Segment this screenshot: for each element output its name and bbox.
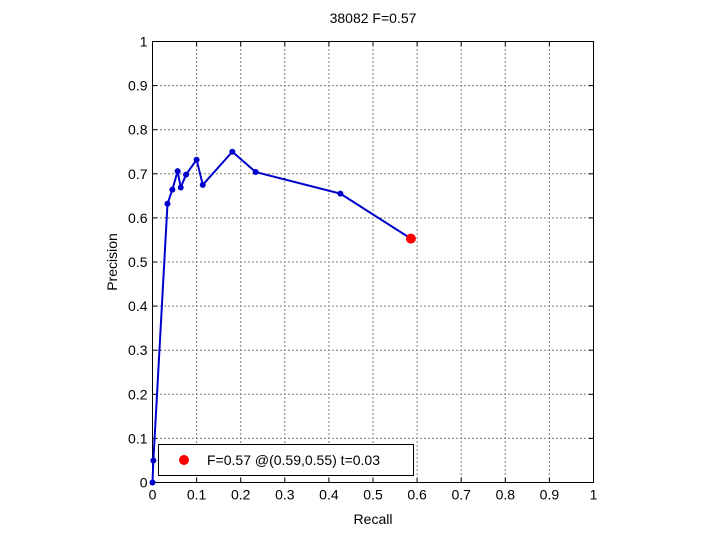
x-tick-label: 0.9: [540, 487, 560, 503]
data-point: [164, 200, 171, 207]
data-point: [177, 184, 184, 191]
x-tick-label: 0: [149, 487, 157, 503]
y-tick-label: 0.2: [128, 386, 148, 402]
best-f-point: [405, 233, 416, 244]
y-tick-label: 0.1: [128, 430, 148, 446]
y-axis-label: Precision: [104, 233, 120, 291]
y-tick-label: 0.3: [128, 342, 148, 358]
data-point: [193, 156, 200, 163]
data-point: [169, 186, 176, 193]
data-point: [183, 171, 190, 178]
y-tick-label: 0.9: [128, 78, 148, 94]
y-tick-label: 0.5: [128, 254, 148, 270]
y-tick-label: 0.6: [128, 210, 148, 226]
x-tick-labels: 0 0.1 0.2 0.3 0.4 0.5 0.6 0.7 0.8 0.9 1: [149, 487, 598, 503]
x-tick-label: 0.5: [363, 487, 383, 503]
x-tick-label: 0.3: [275, 487, 295, 503]
x-tick-label: 1: [590, 487, 598, 503]
y-tick-labels: 0 0.1 0.2 0.3 0.4 0.5 0.6 0.7 0.8 0.9 1: [128, 34, 148, 491]
legend-marker: [179, 455, 189, 465]
y-tick-label: 0: [140, 475, 148, 491]
x-axis-label: Recall: [354, 511, 393, 527]
x-tick-label: 0.1: [187, 487, 207, 503]
y-tick-label: 0.8: [128, 122, 148, 138]
x-tick-label: 0.8: [496, 487, 516, 503]
data-point: [199, 181, 206, 188]
x-tick-label: 0.7: [451, 487, 471, 503]
data-point: [252, 169, 259, 176]
x-tick-label: 0.2: [231, 487, 251, 503]
x-tick-label: 0.4: [319, 487, 339, 503]
y-tick-label: 0.7: [128, 166, 148, 182]
y-tick-label: 0.4: [128, 298, 148, 314]
grid: [152, 41, 594, 483]
legend-box: [158, 444, 414, 476]
chart-title: 38082 F=0.57: [330, 10, 417, 26]
x-tick-label: 0.6: [407, 487, 427, 503]
data-point: [149, 479, 156, 486]
legend-label: F=0.57 @(0.59,0.55) t=0.03: [207, 452, 380, 468]
legend: F=0.57 @(0.59,0.55) t=0.03: [158, 444, 414, 476]
data-point: [337, 190, 344, 197]
data-point: [174, 168, 181, 175]
highlight-group: [405, 233, 416, 244]
data-point: [150, 457, 157, 464]
data-point: [229, 148, 236, 155]
y-tick-label: 1: [140, 34, 148, 50]
series-group: [149, 148, 414, 486]
